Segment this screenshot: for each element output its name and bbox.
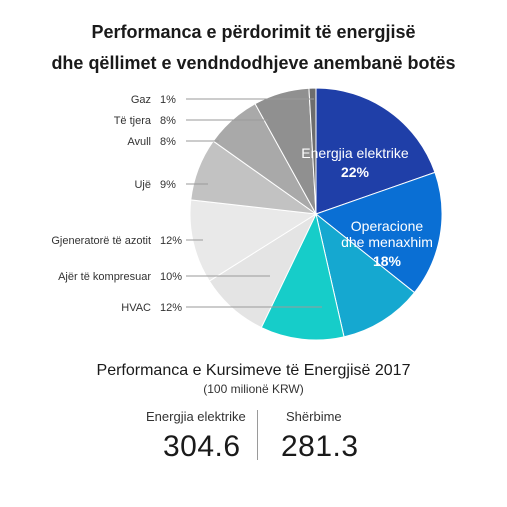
slice-label-4: Ajër të kompresuar — [58, 271, 151, 283]
slice-value-8: 8% — [160, 115, 176, 127]
slice-value-5: 12% — [160, 235, 182, 247]
kpi-label-electricity: Energjia elektrike — [146, 409, 246, 424]
slice-label-9: Gaz — [131, 94, 151, 106]
slice-label-6: Ujë — [134, 179, 151, 191]
kpi-value-electricity: 304.6 — [163, 430, 241, 463]
slice-label-8: Të tjera — [114, 115, 152, 127]
slice-value-1: 18% — [373, 253, 402, 269]
chart-title-line-2: dhe qëllimet e vendndodhjeve anembanë bo… — [51, 53, 456, 73]
slice-label-1-0: Operacione — [351, 218, 424, 234]
kpi-label-utilities: Shërbime — [286, 409, 342, 424]
slice-value-9: 1% — [160, 94, 176, 106]
slice-label-3: HVAC — [121, 302, 151, 314]
pie-slice-2 — [315, 212, 416, 338]
chart-title-line-1: Performanca e përdorimit të energjisë — [91, 22, 416, 42]
pie-slice-3 — [260, 212, 345, 341]
pie-slice-1 — [314, 171, 443, 294]
slice-value-6: 9% — [160, 179, 176, 191]
slice-label-7: Avull — [127, 136, 151, 148]
slice-value-3: 12% — [160, 302, 182, 314]
pie-slice-5 — [189, 199, 318, 282]
kpi-divider — [257, 410, 258, 460]
slice-value-7: 8% — [160, 136, 176, 148]
pie-slice-9 — [308, 87, 317, 215]
savings-unit: (100 milionë KRW) — [203, 382, 304, 396]
slice-label-1-1: dhe menaxhim — [341, 234, 433, 250]
savings-title: Performanca e Kursimeve të Energjisë 201… — [96, 362, 411, 379]
slice-label-5: Gjeneratorë të azotit — [51, 235, 151, 247]
slice-label-0-0: Energjia elektrike — [301, 145, 409, 161]
kpi-value-utilities: 281.3 — [281, 430, 359, 463]
slice-value-4: 10% — [160, 271, 182, 283]
slice-value-0: 22% — [341, 164, 370, 180]
